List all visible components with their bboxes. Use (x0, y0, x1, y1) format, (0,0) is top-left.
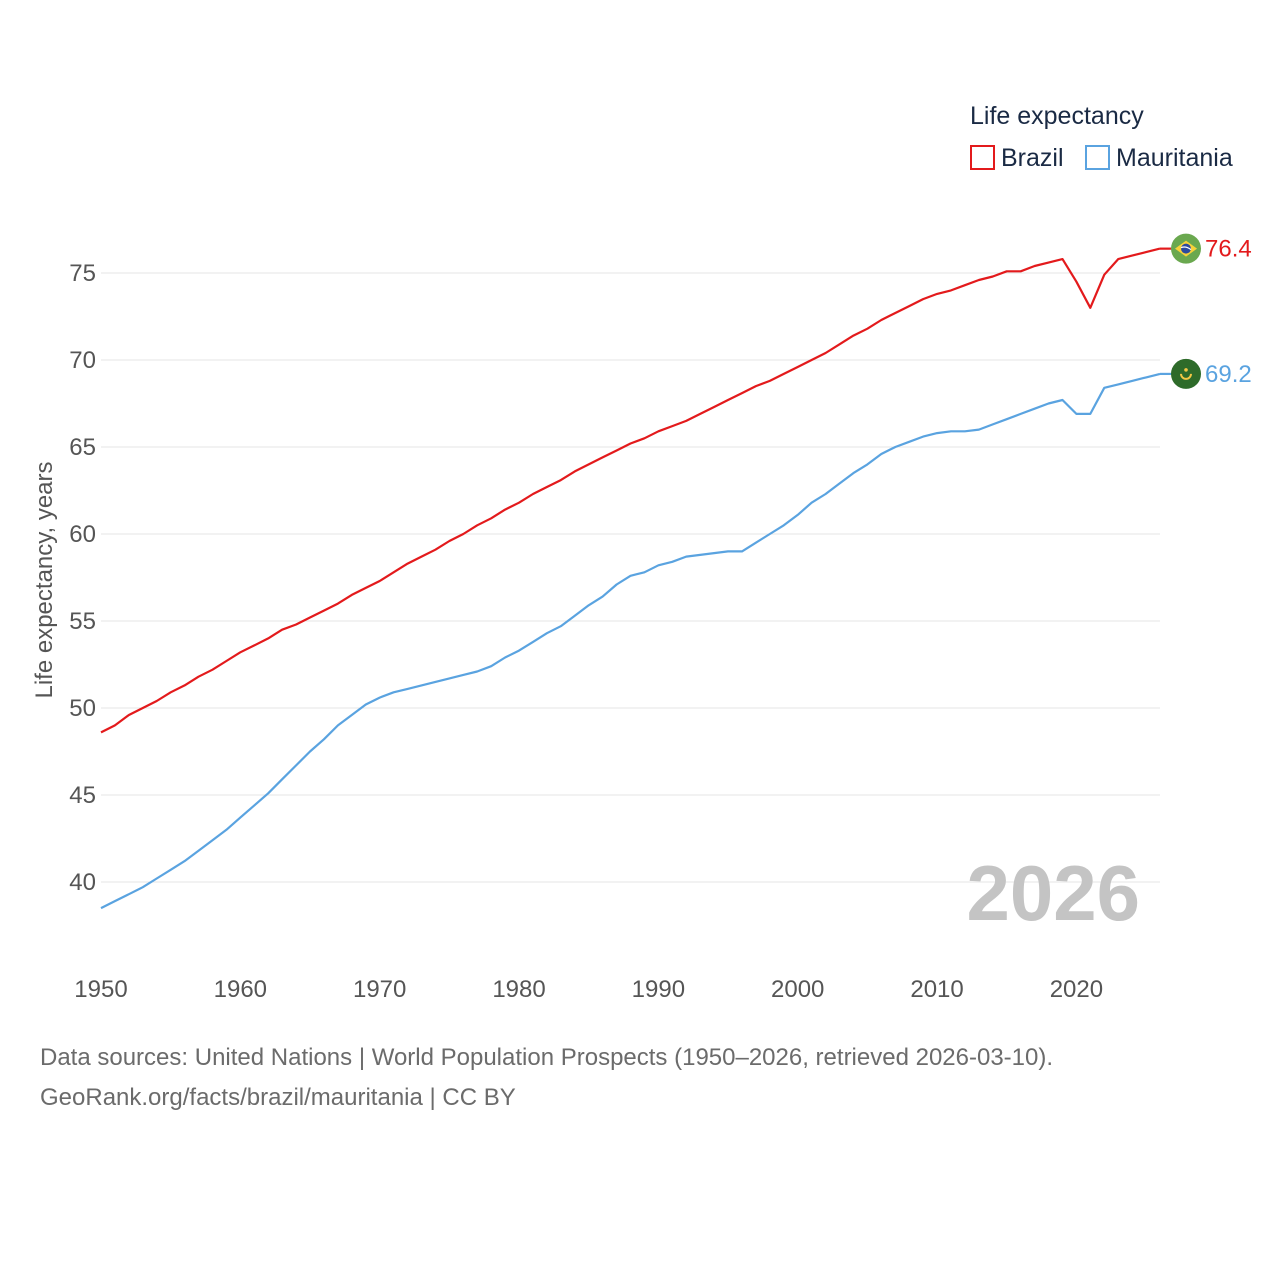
x-tick-label-1990: 1990 (632, 976, 685, 1003)
year-watermark: 2026 (966, 849, 1140, 937)
end-value-label-mauritania: 69.2 (1205, 361, 1252, 388)
legend-item-mauritania[interactable]: Mauritania (1085, 144, 1233, 172)
x-tick-label-2010: 2010 (910, 976, 963, 1003)
y-axis-title: Life expectancy, years (31, 461, 58, 698)
x-tick-label-2020: 2020 (1050, 976, 1103, 1003)
legend-label-brazil: Brazil (1001, 144, 1064, 172)
data-source-note: Data sources: United Nations | World Pop… (40, 1044, 1054, 1071)
legend[interactable]: Life expectancy Brazil Mauritania (970, 102, 1233, 172)
legend-swatch-mauritania (1085, 145, 1110, 170)
x-tick-label-2000: 2000 (771, 976, 824, 1003)
series-lines (100, 247, 1161, 910)
x-tick-label-1950: 1950 (74, 976, 127, 1003)
credit-link[interactable]: GeoRank.org/facts/brazil/mauritania | CC… (40, 1084, 516, 1111)
legend-title: Life expectancy (970, 102, 1144, 130)
legend-item-brazil[interactable]: Brazil (970, 144, 1064, 172)
x-tick-label-1960: 1960 (214, 976, 267, 1003)
legend-label-mauritania: Mauritania (1116, 144, 1233, 172)
legend-swatch-brazil (970, 145, 995, 170)
y-tick-label-55: 55 (69, 608, 96, 635)
x-axis-ticks: 1950 1960 1970 1980 1990 2000 2010 2020 (74, 976, 1103, 1003)
life-expectancy-chart: 40 45 50 55 60 65 70 75 1950 1960 1970 1980 1990 200… (31, 102, 1252, 1003)
series-line-brazil[interactable] (100, 247, 1161, 734)
x-tick-label-1980: 1980 (492, 976, 545, 1003)
y-axis-ticks: 40 45 50 55 60 65 70 75 (69, 260, 96, 896)
y-tick-label-75: 75 (69, 260, 96, 287)
y-tick-label-70: 70 (69, 347, 96, 374)
flag-icon-mauritania (1171, 358, 1201, 389)
series-endpoints: 76.4 69.2 (1160, 233, 1252, 389)
y-tick-label-45: 45 (69, 782, 96, 809)
y-tick-label-60: 60 (69, 521, 96, 548)
y-tick-label-50: 50 (69, 695, 96, 722)
grid-lines (101, 272, 1160, 883)
flag-icon-brazil (1171, 233, 1201, 264)
series-line-mauritania[interactable] (100, 372, 1161, 910)
y-tick-label-40: 40 (69, 869, 96, 896)
end-value-label-brazil: 76.4 (1205, 236, 1252, 263)
y-tick-label-65: 65 (69, 434, 96, 461)
x-tick-label-1970: 1970 (353, 976, 406, 1003)
